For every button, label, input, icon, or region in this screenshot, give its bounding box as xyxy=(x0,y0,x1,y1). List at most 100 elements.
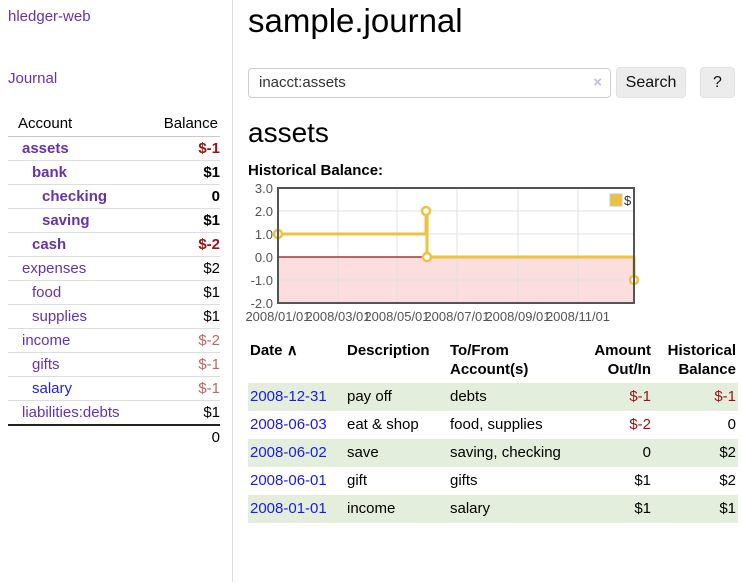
register-header-balance: Historical Balance xyxy=(667,342,736,378)
page-title: sample.journal xyxy=(248,2,463,39)
transaction-description: pay off xyxy=(347,388,392,405)
account-row: supplies $1 xyxy=(8,304,220,329)
account-link-expenses[interactable]: expenses xyxy=(22,260,87,277)
accounts-total-value: 0 xyxy=(141,424,220,449)
register-header-amount: Amount Out/In xyxy=(594,342,651,378)
account-row: income $-2 xyxy=(8,328,220,353)
sidebar-item-journal[interactable]: Journal xyxy=(8,70,58,87)
sort-ascending-icon: ∧ xyxy=(286,342,298,359)
account-balance: $-1 xyxy=(141,352,220,377)
svg-text:2008/07/01: 2008/07/01 xyxy=(424,309,489,324)
account-link-cash[interactable]: cash xyxy=(32,236,67,253)
account-balance: 0 xyxy=(141,184,220,209)
account-balance: $-1 xyxy=(141,376,220,401)
svg-text:2008/05/01: 2008/05/01 xyxy=(364,309,429,324)
transaction-date-link[interactable]: 2008-06-02 xyxy=(250,444,327,461)
account-link-supplies[interactable]: supplies xyxy=(32,308,88,325)
account-row: food $1 xyxy=(8,280,220,305)
transaction-amount: $1 xyxy=(634,500,651,517)
legend-swatch xyxy=(609,193,623,207)
transaction-date-link[interactable]: 2008-06-03 xyxy=(250,416,327,433)
transaction-amount: $-2 xyxy=(629,416,651,433)
svg-text:2008/01/01: 2008/01/01 xyxy=(245,309,310,324)
svg-text:0.0: 0.0 xyxy=(255,250,273,265)
svg-text:3.0: 3.0 xyxy=(255,181,273,196)
svg-text:2008/11/01: 2008/11/01 xyxy=(546,309,610,324)
register-row: 2008-01-01 income salary $1 $1 xyxy=(248,495,738,523)
account-row: checking 0 xyxy=(8,184,220,209)
register-row: 2008-06-02 save saving, checking 0 $2 xyxy=(248,439,738,467)
account-link-liabilities-debts[interactable]: liabilities:debts xyxy=(22,404,120,421)
svg-text:2.0: 2.0 xyxy=(255,204,273,219)
legend-label: $ xyxy=(624,193,632,208)
transaction-balance: $1 xyxy=(719,500,736,517)
account-row: liabilities:debts $1 xyxy=(8,400,220,425)
account-row: cash $-2 xyxy=(8,232,220,257)
register-row: 2008-12-31 pay off debts $-1 $-1 xyxy=(248,383,738,411)
account-balance: $-2 xyxy=(141,232,220,257)
transaction-amount: 0 xyxy=(642,444,651,461)
account-balance: $-2 xyxy=(141,328,220,353)
account-row: gifts $-1 xyxy=(8,352,220,377)
account-link-income[interactable]: income xyxy=(22,332,71,349)
transaction-date-link[interactable]: 2008-01-01 xyxy=(250,500,327,517)
account-link-salary[interactable]: salary xyxy=(32,380,73,397)
svg-text:2008/09/01: 2008/09/01 xyxy=(485,309,550,324)
search-form: × Search ? xyxy=(248,67,742,98)
help-button[interactable]: ? xyxy=(700,67,735,98)
app-brand-link[interactable]: hledger-web xyxy=(8,8,91,25)
account-balance: $1 xyxy=(141,400,220,425)
register-table: Date ∧ Description To/From Account(s) Amo… xyxy=(248,337,738,523)
account-row: salary $-1 xyxy=(8,376,220,401)
account-row: assets $-1 xyxy=(8,137,220,161)
transaction-amount: $1 xyxy=(634,472,651,489)
account-link-assets[interactable]: assets xyxy=(22,140,69,157)
register-header-accounts: To/From Account(s) xyxy=(450,342,529,378)
clear-search-icon[interactable]: × xyxy=(593,73,602,91)
accounts-table: Account Balance assets $-1 bank $1 checkin… xyxy=(8,112,220,449)
search-button[interactable]: Search xyxy=(616,67,686,98)
search-input[interactable] xyxy=(248,67,611,98)
transaction-accounts: debts xyxy=(450,388,487,405)
svg-text:-1.0: -1.0 xyxy=(251,273,273,288)
svg-text:-2.0: -2.0 xyxy=(251,296,273,311)
transaction-accounts: salary xyxy=(450,500,491,517)
transaction-date-link[interactable]: 2008-12-31 xyxy=(250,388,327,405)
transaction-balance: $-1 xyxy=(714,388,736,405)
register-row: 2008-06-01 gift gifts $1 $2 xyxy=(248,467,738,495)
accounts-header-balance: Balance xyxy=(141,112,220,137)
transaction-accounts: saving, checking xyxy=(450,444,561,461)
account-row: saving $1 xyxy=(8,208,220,233)
account-link-checking[interactable]: checking xyxy=(42,188,108,205)
account-balance: $1 xyxy=(141,280,220,305)
transaction-accounts: food, supplies xyxy=(450,416,543,433)
register-header-description: Description xyxy=(347,342,430,359)
y-axis-labels: 3.0 2.0 1.0 0.0 -1.0 -2.0 xyxy=(251,181,273,311)
transaction-balance: $2 xyxy=(719,444,736,461)
register-row: 2008-06-03 eat & shop food, supplies $-2… xyxy=(248,411,738,439)
account-link-saving[interactable]: saving xyxy=(42,212,90,229)
transaction-description: eat & shop xyxy=(347,416,419,433)
register-header-date[interactable]: Date ∧ xyxy=(250,342,298,359)
main-content: sample.journal × Search ? assets Histori… xyxy=(245,0,742,523)
account-balance: $1 xyxy=(141,208,220,233)
account-link-gifts[interactable]: gifts xyxy=(32,356,60,373)
account-balance: $1 xyxy=(141,304,220,329)
account-balance: $1 xyxy=(141,160,220,185)
account-link-food[interactable]: food xyxy=(32,284,62,301)
transaction-accounts: gifts xyxy=(450,472,478,489)
transaction-amount: $-1 xyxy=(629,388,651,405)
accounts-header-account: Account xyxy=(8,112,142,137)
account-balance: $-1 xyxy=(198,140,220,157)
account-balance: $2 xyxy=(141,256,220,281)
historical-balance-chart: $ 3.0 2.0 1.0 0.0 -1.0 -2.0 2008/01/01 2… xyxy=(242,181,742,329)
svg-text:2008/03/01: 2008/03/01 xyxy=(305,309,370,324)
account-row: bank $1 xyxy=(8,160,220,185)
transaction-balance: 0 xyxy=(727,416,736,433)
account-link-bank[interactable]: bank xyxy=(32,164,68,181)
x-axis-labels: 2008/01/01 2008/03/01 2008/05/01 2008/07… xyxy=(245,309,610,324)
transaction-date-link[interactable]: 2008-06-01 xyxy=(250,472,327,489)
transaction-description: gift xyxy=(347,472,368,489)
transaction-description: save xyxy=(347,444,379,461)
chart-title: Historical Balance: xyxy=(248,162,384,179)
